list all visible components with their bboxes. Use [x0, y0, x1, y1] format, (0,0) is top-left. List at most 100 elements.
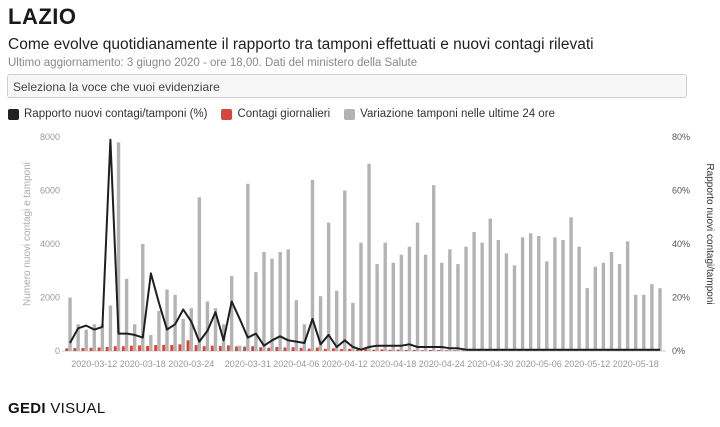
bar-cases	[542, 350, 545, 351]
chart-legend: Rapporto nuovi contagi/tamponi (%) Conta…	[8, 108, 569, 120]
gedi-visual-logo: GEDI VISUAL	[8, 400, 106, 417]
highlight-selector-placeholder: Seleziona la voce che vuoi evidenziare	[13, 80, 220, 94]
bar-cases	[566, 350, 570, 351]
bar-cases	[380, 349, 384, 351]
bar-cases	[590, 350, 594, 351]
y-right-tick-label: 60%	[672, 186, 690, 196]
bar-cases	[388, 349, 392, 351]
bar-cases	[501, 350, 505, 351]
bar-cases	[218, 345, 222, 351]
bar-tests	[464, 246, 468, 351]
legend-label-cases: Contagi giornalieri	[237, 108, 331, 120]
highlight-selector[interactable]: Seleziona la voce che vuoi evidenziare	[7, 74, 687, 98]
bar-cases	[533, 350, 537, 351]
bar-tests	[601, 262, 606, 351]
line-ratio	[69, 138, 660, 351]
bar-cases	[283, 347, 287, 351]
bar-tests	[189, 308, 193, 351]
bar-cases	[307, 348, 311, 351]
x-tick-label: 2020-05-06	[516, 359, 562, 369]
bar-cases	[525, 350, 529, 351]
bar-tests	[431, 185, 436, 351]
bar-cases	[138, 345, 141, 351]
bar-tests	[504, 253, 509, 351]
bar-cases	[630, 350, 634, 351]
bar-tests	[302, 324, 307, 351]
bar-tests	[326, 222, 331, 351]
bar-tests	[528, 233, 533, 351]
bar-tests	[448, 249, 452, 351]
bar-cases	[234, 346, 238, 351]
bar-tests	[472, 231, 476, 351]
legend-item-cases[interactable]: Contagi giornalieri	[221, 108, 330, 120]
bar-cases	[97, 347, 101, 351]
bar-tests	[141, 244, 145, 351]
bar-tests	[181, 318, 185, 351]
bar-cases	[81, 348, 85, 351]
bar-cases	[251, 346, 255, 351]
bar-cases	[121, 346, 125, 351]
bar-cases	[154, 345, 158, 351]
bar-cases	[323, 348, 327, 351]
legend-swatch-cases	[221, 108, 233, 120]
bar-cases	[243, 346, 246, 351]
bar-tests	[553, 237, 557, 351]
bar-cases	[655, 350, 659, 351]
bar-cases	[437, 350, 440, 351]
bar-tests	[270, 258, 274, 351]
bar-cases	[178, 344, 182, 351]
legend-label-tests: Variazione tamponi nelle ultime 24 ore	[360, 108, 555, 120]
bar-tests	[351, 302, 355, 351]
bar-tests	[415, 222, 420, 351]
x-tick-label: 2020-03-31	[225, 359, 271, 369]
bar-tests	[246, 183, 250, 351]
bar-cases	[614, 350, 618, 351]
bar-cases	[622, 350, 626, 351]
bar-tests	[310, 179, 315, 351]
bar-cases	[372, 349, 376, 351]
y-left-tick-label: 2000	[40, 293, 60, 303]
y-left-axis-title: Numero nuovi contagi e tamponi	[22, 162, 33, 306]
bar-tests	[238, 345, 242, 351]
bar-cases	[194, 345, 198, 351]
brand-light: VISUAL	[50, 400, 106, 417]
bar-cases	[364, 349, 368, 351]
bar-tests	[367, 163, 371, 351]
bar-tests	[213, 308, 218, 351]
bar-cases	[291, 347, 295, 351]
bar-tests	[488, 218, 492, 351]
legend-item-ratio[interactable]: Rapporto nuovi contagi/tamponi (%)	[8, 108, 207, 120]
bar-tests	[335, 290, 339, 351]
y-right-tick-label: 80%	[672, 132, 690, 142]
y-right-tick-label: 20%	[672, 293, 690, 303]
bar-tests	[165, 289, 169, 351]
bar-tests	[124, 278, 129, 351]
bar-cases	[428, 349, 432, 351]
y-left-tick-label: 8000	[40, 132, 60, 142]
bar-tests	[577, 246, 581, 351]
bar-tests	[545, 261, 549, 351]
bar-cases	[485, 350, 489, 351]
bar-cases	[582, 350, 586, 351]
bar-tests	[229, 276, 234, 351]
bar-tests	[561, 239, 565, 351]
bar-cases	[331, 348, 335, 351]
bar-tests	[100, 324, 105, 351]
bar-cases	[445, 350, 448, 351]
y-left-tick-label: 4000	[40, 239, 60, 249]
bar-tests	[480, 242, 484, 351]
legend-item-tests[interactable]: Variazione tamponi nelle ultime 24 ore	[344, 108, 555, 120]
bar-cases	[574, 350, 578, 351]
legend-label-ratio: Rapporto nuovi contagi/tamponi (%)	[24, 108, 208, 120]
bar-cases	[162, 344, 166, 351]
bar-cases	[639, 350, 642, 351]
bar-tests	[496, 239, 501, 351]
page-title: LAZIO	[8, 4, 77, 29]
chart-area: 0 2000 4000 6000 8000 0% 20% 40% 60% 80% Numero nu…	[22, 132, 715, 369]
bar-cases	[598, 350, 602, 351]
x-tick-label: 2020-05-12	[564, 359, 610, 369]
y-left-tick-label: 0	[55, 346, 60, 356]
bar-tests	[92, 324, 96, 351]
bar-cases	[477, 350, 481, 351]
bar-cases	[113, 346, 117, 351]
